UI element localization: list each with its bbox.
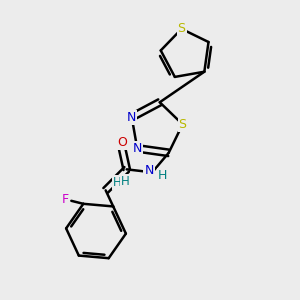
Text: S: S bbox=[178, 118, 187, 131]
Text: S: S bbox=[178, 22, 186, 35]
Text: O: O bbox=[117, 136, 127, 149]
Text: H: H bbox=[121, 175, 130, 188]
Text: H: H bbox=[158, 169, 167, 182]
Text: F: F bbox=[62, 193, 69, 206]
Text: N: N bbox=[127, 111, 136, 124]
Text: N: N bbox=[145, 164, 154, 177]
Text: H: H bbox=[113, 176, 122, 189]
Text: N: N bbox=[133, 142, 142, 155]
